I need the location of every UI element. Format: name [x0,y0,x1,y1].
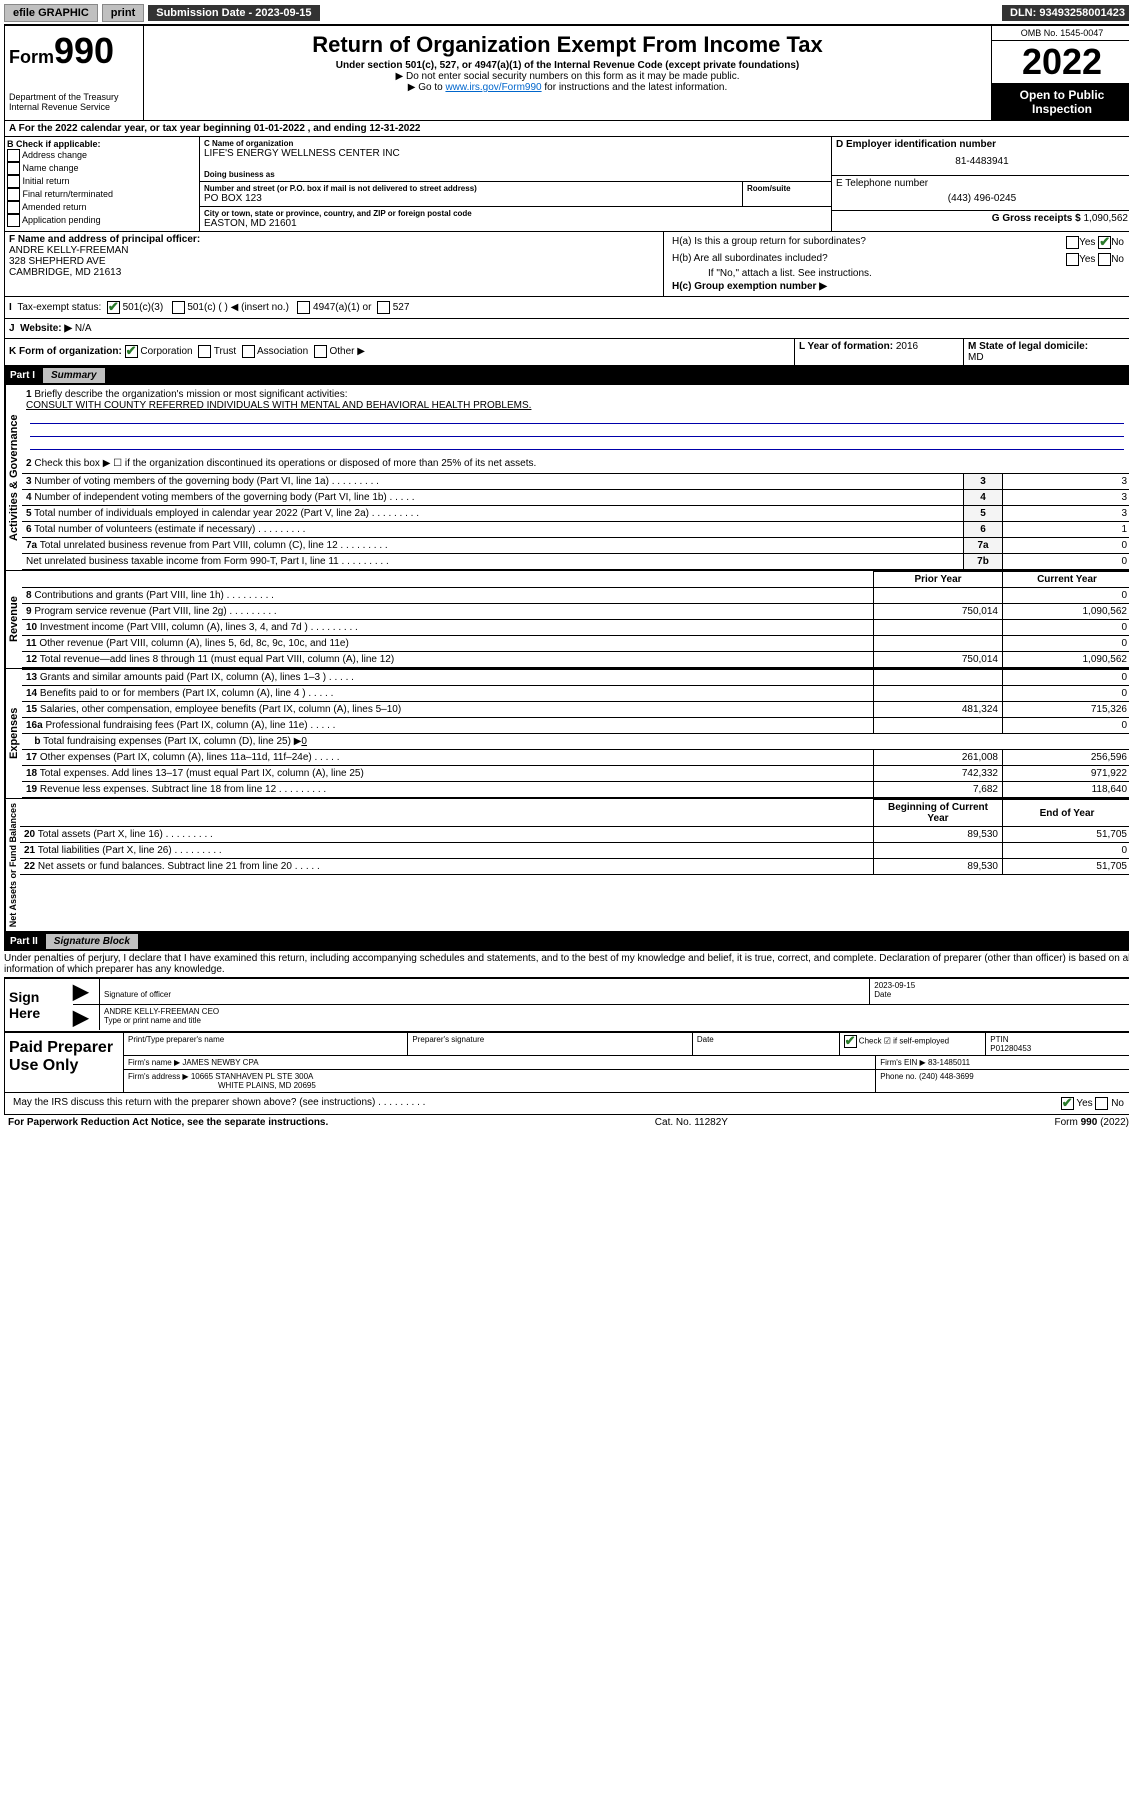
org-name: LIFE'S ENERGY WELLNESS CENTER INC [204,148,827,159]
status-website: I Tax-exempt status: 501(c)(3) 501(c) ( … [4,297,1129,339]
org-form-block: K Form of organization: Corporation Trus… [4,339,1129,366]
checkbox-527[interactable] [377,301,390,314]
form-subtitle: Under section 501(c), 527, or 4947(a)(1)… [148,60,987,71]
checkbox-4947[interactable] [297,301,310,314]
sign-here-block: Sign Here ▶ Signature of officer 2023-09… [4,977,1129,1032]
box-d-e-g: D Employer identification number 81-4483… [831,137,1129,231]
checkbox-other[interactable] [314,345,327,358]
mission-text: CONSULT WITH COUNTY REFERRED INDIVIDUALS… [26,400,531,411]
tax-year: 2022 [992,41,1129,84]
tax-period: A For the 2022 calendar year, or tax yea… [4,121,1129,137]
checkbox-trust[interactable] [198,345,211,358]
city-zip: EASTON, MD 21601 [204,218,827,229]
gross-receipts: 1,090,562 [1084,213,1129,224]
box-c: C Name of organization LIFE'S ENERGY WEL… [200,137,831,231]
irs-label: Internal Revenue Service [9,102,139,112]
vlabel-revenue: Revenue [5,571,22,668]
street: PO BOX 123 [204,193,738,204]
entity-block: B Check if applicable: Address change Na… [4,137,1129,232]
note-ssn: ▶ Do not enter social security numbers o… [148,71,987,82]
efile-label: efile GRAPHIC [4,4,98,22]
website-value: N/A [75,323,92,334]
box-f: F Name and address of principal officer:… [5,232,663,296]
checkbox-501c3[interactable] [107,301,120,314]
top-bar: efile GRAPHIC print Submission Date - 20… [4,4,1129,25]
print-button[interactable]: print [102,4,144,22]
officer-name: ANDRE KELLY-FREEMAN CEO [104,1007,219,1016]
checkbox-assoc[interactable] [242,345,255,358]
officer-group-block: F Name and address of principal officer:… [4,232,1129,297]
dln-label: DLN: 93493258001423 [1002,5,1129,21]
phone-value: (443) 496-0245 [836,189,1128,208]
vlabel-netassets: Net Assets or Fund Balances [5,799,20,931]
vlabel-governance: Activities & Governance [5,385,22,570]
vlabel-expenses: Expenses [5,669,22,798]
checkbox-discuss-yes[interactable] [1061,1097,1074,1110]
ein-label: D Employer identification number [836,139,996,150]
checkbox-corp[interactable] [125,345,138,358]
box-b: B Check if applicable: Address change Na… [5,137,200,231]
irs-link[interactable]: www.irs.gov/Form990 [445,82,541,93]
declaration: Under penalties of perjury, I declare th… [4,951,1129,977]
form-number: 990 [54,30,114,71]
discuss-row: May the IRS discuss this return with the… [4,1093,1129,1115]
form-header: Form990 Department of the Treasury Inter… [4,25,1129,121]
submission-date: Submission Date - 2023-09-15 [148,5,319,21]
checkbox-discuss-no[interactable] [1095,1097,1108,1110]
note-link: ▶ Go to www.irs.gov/Form990 for instruct… [148,82,987,93]
form-prefix: Form [9,47,54,67]
dept-label: Department of the Treasury [9,92,139,102]
open-public-badge: Open to Public Inspection [992,84,1129,120]
phone-label: E Telephone number [836,178,928,189]
part2-header: Part IISignature Block [4,932,1129,951]
paid-preparer-block: Paid Preparer Use Only Print/Type prepar… [4,1032,1129,1093]
checkbox-501c[interactable] [172,301,185,314]
page-footer: For Paperwork Reduction Act Notice, see … [4,1115,1129,1130]
part1-header: Part ISummary [4,366,1129,385]
omb-number: OMB No. 1545-0047 [992,26,1129,41]
form-title: Return of Organization Exempt From Incom… [148,32,987,58]
ein-value: 81-4483941 [836,150,1128,173]
